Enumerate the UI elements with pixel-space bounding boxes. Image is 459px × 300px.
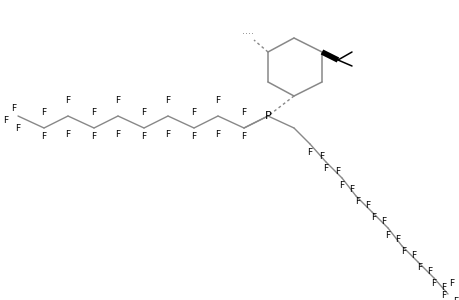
Text: F: F — [115, 130, 120, 139]
Text: F: F — [416, 263, 422, 272]
Text: F: F — [370, 214, 376, 223]
Text: ····: ···· — [241, 29, 253, 39]
Text: F: F — [349, 185, 354, 194]
Text: P: P — [264, 111, 271, 121]
Text: F: F — [165, 95, 170, 104]
Text: F: F — [355, 197, 360, 206]
Text: F: F — [241, 131, 246, 140]
Text: F: F — [410, 251, 416, 260]
Text: F: F — [91, 131, 96, 140]
Text: F: F — [241, 107, 246, 116]
Text: F: F — [191, 131, 196, 140]
Text: F: F — [91, 107, 96, 116]
Text: F: F — [215, 95, 220, 104]
Text: F: F — [426, 268, 431, 277]
Text: F: F — [16, 124, 21, 133]
Text: F: F — [441, 284, 446, 292]
Text: F: F — [395, 236, 400, 244]
Text: F: F — [339, 182, 344, 190]
Text: F: F — [41, 131, 46, 140]
Text: F: F — [191, 107, 196, 116]
Text: F: F — [11, 103, 17, 112]
Text: F: F — [141, 131, 146, 140]
Text: F: F — [364, 202, 370, 211]
Text: F: F — [385, 232, 390, 241]
Text: F: F — [319, 152, 324, 160]
Text: F: F — [65, 95, 70, 104]
Text: F: F — [141, 107, 146, 116]
Text: F: F — [3, 116, 9, 124]
Text: F: F — [165, 130, 170, 139]
Text: F: F — [65, 130, 70, 139]
Text: F: F — [115, 95, 120, 104]
Text: F: F — [41, 107, 46, 116]
Text: F: F — [215, 130, 220, 139]
Text: F: F — [441, 292, 446, 300]
Text: F: F — [323, 164, 328, 172]
Text: F: F — [307, 148, 312, 157]
Text: F: F — [401, 248, 406, 256]
Text: F: F — [453, 298, 458, 300]
Text: F: F — [431, 280, 436, 289]
Text: F: F — [448, 280, 453, 289]
Text: F: F — [335, 167, 340, 176]
Text: F: F — [381, 218, 386, 226]
